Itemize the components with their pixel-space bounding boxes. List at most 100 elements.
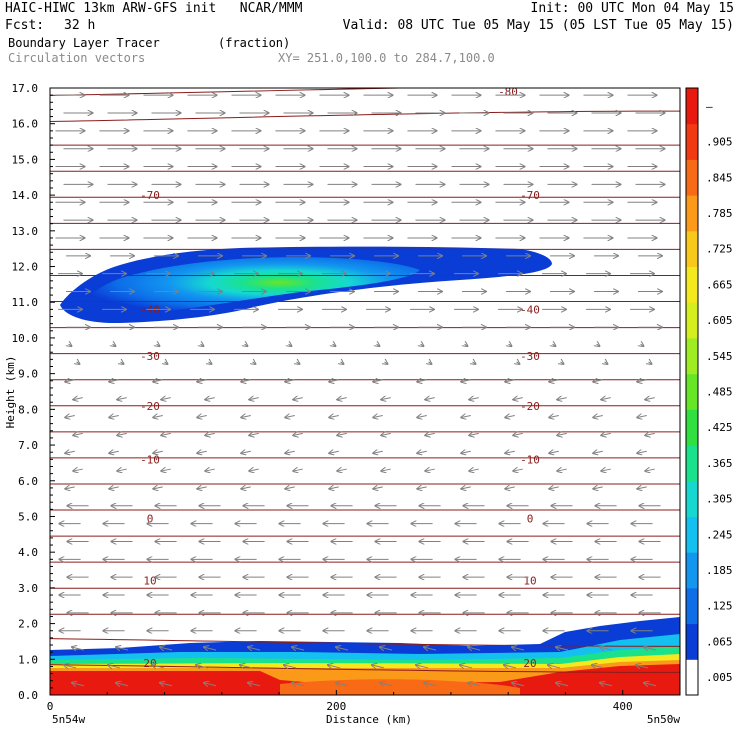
circulation-vector — [109, 451, 119, 453]
colorbar-swatch — [686, 552, 698, 589]
init-time: Init: 00 UTC Mon 04 May 15 — [530, 1, 735, 16]
colorbar-label: .305 — [706, 493, 733, 506]
circulation-vector — [601, 469, 611, 471]
circulation-vector — [293, 469, 303, 471]
x-endpoint-left: 5n54w — [52, 713, 85, 726]
circulation-vector — [417, 380, 427, 382]
circulation-vector — [248, 647, 261, 650]
circulation-vector — [333, 344, 336, 346]
colorbar-swatch — [686, 337, 698, 375]
colorbar-swatch — [686, 195, 698, 232]
y-tick-label: 10.0 — [12, 332, 39, 345]
circulation-vector — [109, 380, 119, 382]
circulation-vector — [505, 451, 515, 453]
circulation-vector — [109, 415, 119, 417]
temperature-contour-label: -80 — [498, 86, 518, 99]
colorbar-label: .065 — [706, 635, 733, 648]
circulation-vectors — [55, 95, 665, 686]
circulation-vector — [153, 380, 163, 382]
colorbar-swatch — [686, 516, 698, 553]
circulation-vector — [461, 451, 471, 453]
circulation-vector — [152, 665, 165, 668]
circulation-vector — [337, 398, 347, 400]
cross-section-endpoints: XY= 251.0,100.0 to 284.7,100.0 — [278, 51, 495, 65]
circulation-vector — [241, 451, 251, 453]
y-tick-label: 11.0 — [12, 296, 39, 309]
circulation-vector — [429, 362, 432, 364]
circulation-vector — [417, 451, 427, 453]
colorbar-frame — [685, 87, 699, 696]
circulation-vector — [329, 451, 339, 453]
circulation-vector — [469, 469, 479, 471]
circulation-vector — [512, 647, 525, 650]
circulation-vector — [424, 647, 437, 650]
axes: 0.0 1.0 2.0 3.0 4.0 5.0 6.0 7.0 8.0 9.0 10.0 11.0 12… — [12, 82, 681, 713]
circulation-vector — [592, 665, 605, 668]
circulation-vector — [116, 647, 129, 650]
colorbar-swatch — [686, 123, 698, 160]
y-tick-label: 7.0 — [18, 439, 38, 452]
circulation-vector — [73, 469, 83, 471]
circulation-vector — [549, 487, 559, 489]
circulation-vector — [248, 683, 261, 686]
circulation-vector — [385, 362, 388, 364]
circulation-vector — [557, 398, 567, 400]
circulation-vector — [196, 665, 209, 668]
y-tick-label: 4.0 — [18, 546, 38, 559]
circulation-vector — [637, 415, 647, 417]
circulation-vector — [461, 415, 471, 417]
colorbar: .005 .065 .125 .185 .245 .305 .365 .425 .485 .545… — [685, 87, 733, 696]
x-endpoint-right: 5n50w — [647, 713, 680, 726]
circulation-vector — [77, 362, 80, 364]
circulation-vector — [416, 665, 429, 668]
circulation-vector — [157, 344, 160, 346]
circulation-vector — [160, 647, 173, 650]
y-tick-label: 15.0 — [12, 153, 39, 166]
circulation-vector — [600, 683, 613, 686]
temperature-contour-label: 20 — [523, 657, 536, 670]
temperature-contour-label: -10 — [520, 453, 540, 466]
circulation-vector — [285, 380, 295, 382]
temperature-contour-label: 0 — [147, 512, 154, 525]
temperature-contour-label: -40 — [520, 303, 540, 316]
circulation-vector — [468, 647, 481, 650]
circulation-vector — [460, 665, 473, 668]
colorbar-label: .545 — [706, 350, 733, 363]
circulation-vector — [289, 344, 292, 346]
circulation-vector — [329, 487, 339, 489]
colorbar-label: .905 — [706, 136, 733, 149]
circulation-vector — [465, 344, 468, 346]
circulation-vector — [373, 451, 383, 453]
circulation-vector — [337, 469, 347, 471]
circulation-vector — [113, 344, 116, 346]
y-tick-label: 2.0 — [18, 618, 38, 631]
circulation-vector — [601, 398, 611, 400]
circulation-vector — [241, 415, 251, 417]
circulation-vector — [249, 433, 259, 435]
circulation-vector — [65, 415, 75, 417]
circulation-vector — [597, 344, 600, 346]
circulation-vector — [293, 433, 303, 435]
circulation-vector — [284, 665, 297, 668]
colorbar-label: .785 — [706, 207, 733, 220]
y-tick-label: 9.0 — [18, 368, 38, 381]
colorbar-swatch — [686, 266, 698, 303]
circulation-vector — [644, 683, 657, 686]
circulation-vector — [116, 683, 129, 686]
circulation-vector — [644, 647, 657, 650]
circulation-vector — [204, 647, 217, 650]
circulation-vector — [241, 380, 251, 382]
colorbar-label: .845 — [706, 171, 733, 184]
y-tick-label: 6.0 — [18, 475, 38, 488]
circulation-vector — [204, 683, 217, 686]
circulation-vector — [548, 665, 561, 668]
circulation-vector — [336, 683, 349, 686]
colorbar-swatch — [686, 480, 698, 517]
x-tick-label: 0 — [47, 700, 54, 713]
circulation-vector — [593, 487, 603, 489]
colorbar-swatch — [686, 373, 698, 410]
circulation-vector — [165, 362, 168, 364]
circulation-vector — [197, 380, 207, 382]
circulation-vector — [109, 487, 119, 489]
